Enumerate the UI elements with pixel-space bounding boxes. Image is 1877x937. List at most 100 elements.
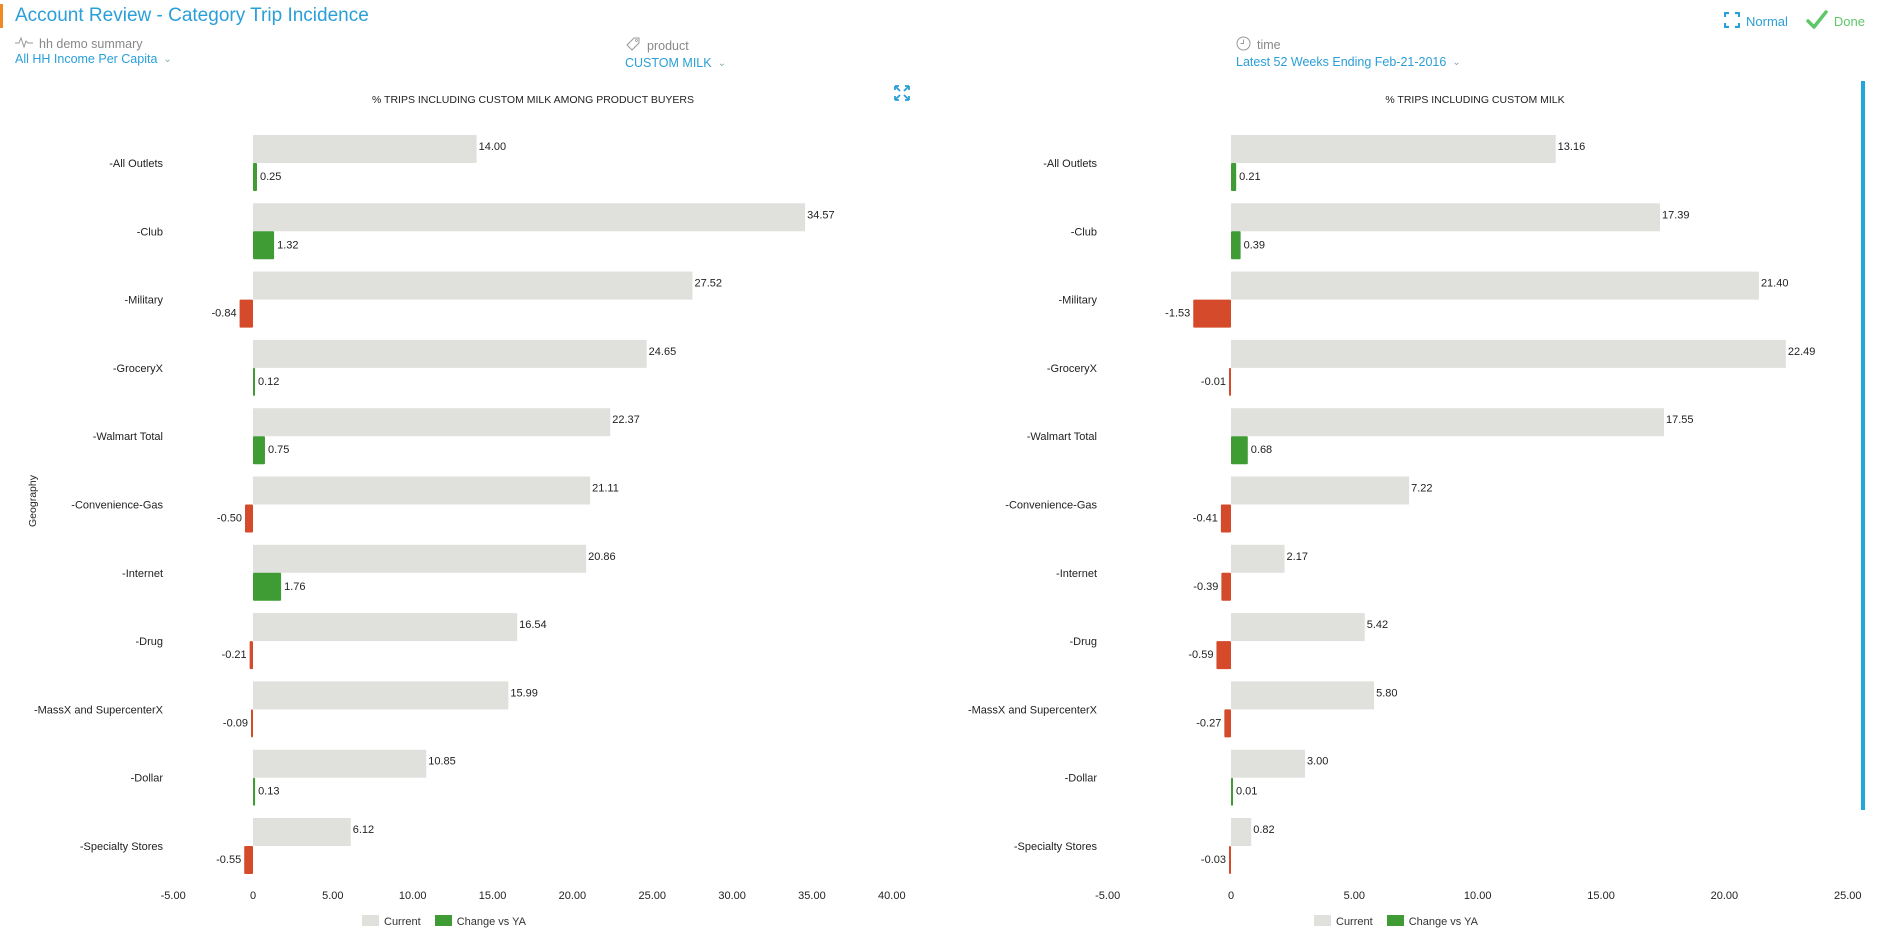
right-current-value-label: 21.40	[1761, 278, 1789, 290]
right-change-value-label: 0.68	[1251, 444, 1272, 456]
right-current-bar	[1231, 339, 1786, 368]
filter-time-dropdown[interactable]: Latest 52 Weeks Ending Feb-21-2016 ⌄	[1236, 55, 1461, 69]
chart-left-legend: Current Change vs YA	[362, 915, 526, 928]
filter-demo-dropdown[interactable]: All HH Income Per Capita ⌄	[15, 52, 172, 66]
right-change-value-label: 0.39	[1244, 239, 1265, 251]
right-change-value-label: -0.27	[1196, 717, 1221, 729]
normal-label: Normal	[1746, 14, 1788, 29]
left-current-bar	[253, 476, 591, 505]
right-change-value-label: 0.01	[1236, 786, 1257, 798]
right-change-value-label: -0.41	[1193, 513, 1218, 525]
filter-time-value: Latest 52 Weeks Ending Feb-21-2016	[1236, 55, 1447, 69]
right-current-bar	[1231, 203, 1661, 232]
right-category-label: -Military	[1059, 295, 1098, 307]
right-current-value-label: 0.82	[1253, 824, 1274, 836]
left-change-bar	[253, 231, 275, 260]
legend-swatch-change	[434, 915, 452, 926]
left-change-bar	[253, 572, 282, 601]
left-x-tick-label: 10.00	[399, 890, 427, 902]
filter-time: time Latest 52 Weeks Ending Feb-21-2016 …	[1236, 36, 1461, 69]
left-current-value-label: 10.85	[428, 756, 456, 768]
left-x-tick-label: 25.00	[638, 890, 666, 902]
left-category-label: -Specialty Stores	[80, 841, 164, 853]
left-change-value-label: -0.84	[212, 308, 237, 320]
chart-right-title: % TRIPS INCLUDING CUSTOM MILK	[1385, 94, 1565, 106]
right-category-label: -Drug	[1069, 636, 1097, 648]
filter-product-label: product	[647, 38, 689, 53]
right-change-bar	[1229, 846, 1231, 874]
right-category-label: -MassX and SupercenterX	[968, 704, 1098, 716]
right-current-value-label: 13.16	[1558, 141, 1586, 153]
left-change-value-label: 1.32	[277, 239, 298, 251]
left-current-bar	[253, 339, 647, 368]
right-change-bar	[1221, 572, 1231, 601]
right-change-value-label: -0.39	[1193, 581, 1218, 593]
checkmark-icon	[1806, 10, 1828, 33]
left-change-bar	[249, 641, 253, 670]
left-change-value-label: 0.12	[258, 376, 279, 388]
right-change-value-label: -1.53	[1165, 308, 1190, 320]
right-x-tick-label: 10.00	[1464, 890, 1492, 902]
left-category-label: -Walmart Total	[93, 431, 163, 443]
normal-view-button[interactable]: Normal	[1723, 11, 1788, 31]
filter-product-dropdown[interactable]: CUSTOM MILK ⌄	[625, 56, 726, 70]
left-change-value-label: -0.09	[223, 717, 248, 729]
right-change-bar	[1231, 163, 1237, 191]
left-x-tick-label: 35.00	[798, 890, 826, 902]
left-change-value-label: -0.50	[217, 513, 242, 525]
left-current-bar	[253, 135, 477, 163]
left-category-label: -GroceryX	[113, 363, 164, 375]
legend-label-current: Current	[1336, 916, 1373, 928]
done-button[interactable]: Done	[1806, 10, 1865, 33]
right-category-label: -Walmart Total	[1027, 431, 1097, 443]
left-current-value-label: 15.99	[510, 687, 538, 699]
right-change-value-label: -0.01	[1201, 376, 1226, 388]
left-change-bar	[253, 367, 255, 396]
left-category-label: -MassX and SupercenterX	[34, 704, 164, 716]
left-current-bar	[253, 749, 427, 778]
right-x-tick-label: 0	[1228, 890, 1234, 902]
legend-item-current: Current	[1314, 915, 1373, 928]
right-current-value-label: 17.55	[1666, 414, 1694, 426]
filter-product: product CUSTOM MILK ⌄	[625, 36, 726, 70]
expand-icon[interactable]	[894, 85, 910, 106]
right-current-bar	[1231, 613, 1365, 642]
filter-demo-label: hh demo summary	[39, 36, 143, 51]
right-current-value-label: 2.17	[1287, 551, 1308, 563]
right-change-bar	[1216, 641, 1231, 670]
left-category-label: -Internet	[122, 568, 163, 580]
left-current-bar	[253, 544, 587, 573]
right-current-value-label: 3.00	[1307, 756, 1328, 768]
left-x-tick-label: 30.00	[718, 890, 746, 902]
right-category-label: -Convenience-Gas	[1005, 500, 1097, 512]
right-change-bar	[1220, 504, 1231, 533]
left-change-bar	[244, 846, 253, 874]
left-current-value-label: 16.54	[519, 619, 547, 631]
clock-icon	[1236, 36, 1251, 54]
left-current-value-label: 6.12	[353, 824, 374, 836]
page-title: Account Review - Category Trip Incidence	[15, 5, 369, 26]
legend-item-change: Change vs YA	[1386, 915, 1478, 928]
left-current-bar	[253, 613, 518, 642]
left-category-label: -Dollar	[131, 773, 164, 785]
right-current-bar	[1231, 544, 1285, 573]
right-current-bar	[1231, 681, 1375, 710]
left-current-value-label: 27.52	[694, 278, 722, 290]
left-change-bar	[253, 163, 257, 191]
left-change-bar	[251, 709, 253, 738]
right-current-bar	[1231, 749, 1306, 778]
right-change-bar	[1231, 231, 1241, 260]
right-change-bar	[1231, 436, 1248, 465]
left-current-bar	[253, 818, 351, 846]
left-category-label: -Convenience-Gas	[71, 500, 163, 512]
right-change-bar	[1224, 709, 1231, 738]
right-change-bar	[1229, 367, 1231, 396]
left-category-label: -All Outlets	[109, 158, 163, 170]
legend-swatch-current	[362, 915, 379, 926]
left-x-tick-label: 40.00	[878, 890, 906, 902]
right-x-tick-label: 25.00	[1834, 890, 1862, 902]
vertical-scrollbar[interactable]	[1861, 81, 1865, 810]
left-x-tick-label: 5.00	[322, 890, 343, 902]
right-category-label: -GroceryX	[1047, 363, 1098, 375]
left-current-value-label: 21.11	[592, 483, 619, 495]
